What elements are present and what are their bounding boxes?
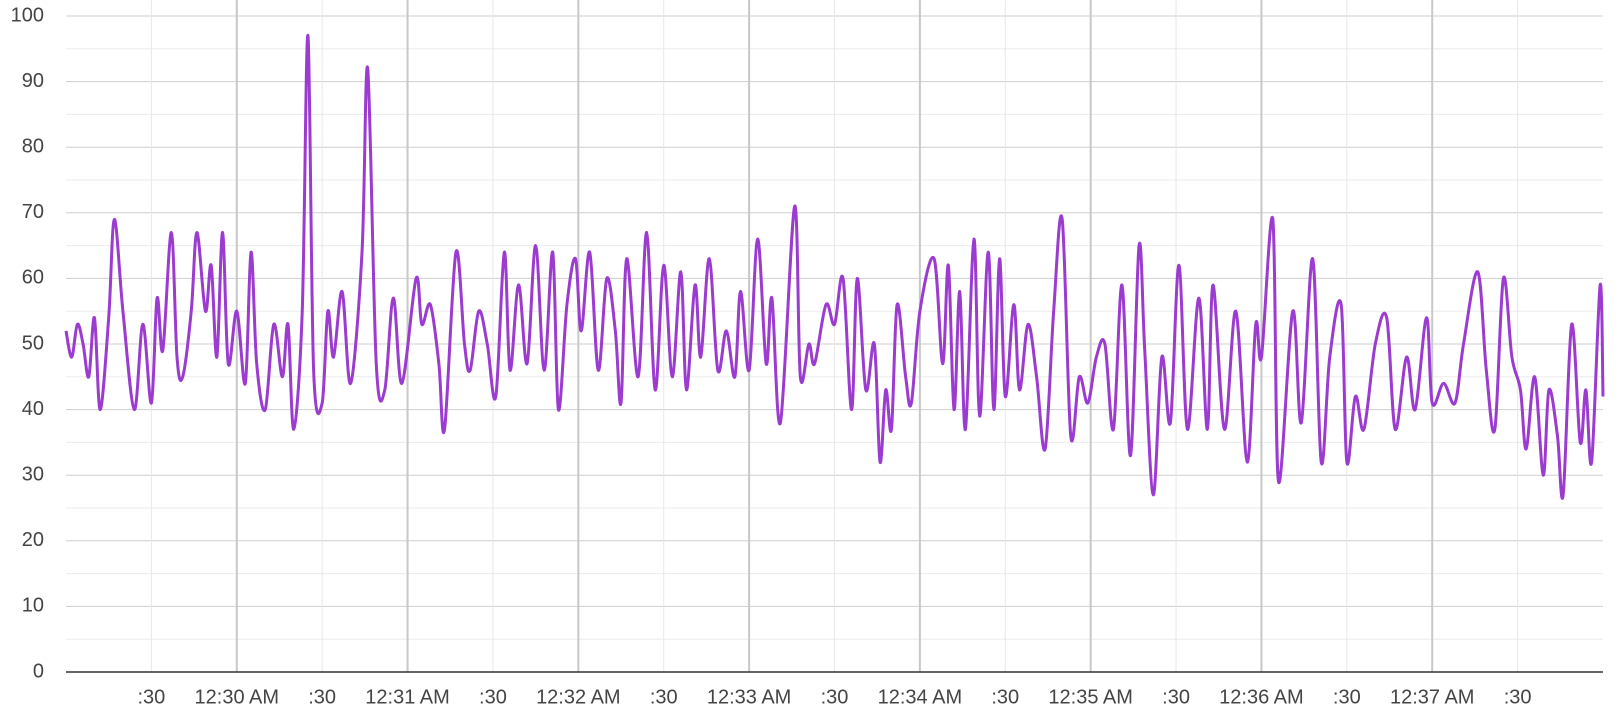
x-tick-label: 12:31 AM (365, 686, 450, 708)
y-tick-label: 20 (22, 529, 44, 551)
y-tick-label: 100 (11, 4, 44, 26)
x-tick-label: 12:37 AM (1390, 686, 1475, 708)
x-tick-label: :30 (650, 686, 678, 708)
data-line (64, 34, 1605, 500)
y-tick-label: 0 (33, 660, 44, 682)
y-tick-label: 10 (22, 595, 44, 617)
x-tick-label: 12:35 AM (1048, 686, 1133, 708)
x-tick-label: 12:30 AM (195, 686, 280, 708)
y-tick-label: 50 (22, 332, 44, 354)
y-tick-label: 80 (22, 135, 44, 157)
x-tick-label: :30 (821, 686, 849, 708)
y-tick-label: 60 (22, 267, 44, 289)
y-tick-label: 90 (22, 70, 44, 92)
x-tick-label: :30 (991, 686, 1019, 708)
y-tick-label: 70 (22, 201, 44, 223)
x-tick-label: :30 (1333, 686, 1361, 708)
x-tick-label: :30 (1504, 686, 1532, 708)
x-tick-label: :30 (1162, 686, 1190, 708)
x-tick-label: :30 (137, 686, 165, 708)
x-tick-label: :30 (308, 686, 336, 708)
x-tick-label: 12:32 AM (536, 686, 621, 708)
x-tick-label: 12:36 AM (1219, 686, 1304, 708)
x-tick-label: 12:33 AM (707, 686, 792, 708)
y-tick-label: 40 (22, 398, 44, 420)
x-tick-label: 12:34 AM (878, 686, 963, 708)
x-tick-label: :30 (479, 686, 507, 708)
y-tick-label: 30 (22, 463, 44, 485)
